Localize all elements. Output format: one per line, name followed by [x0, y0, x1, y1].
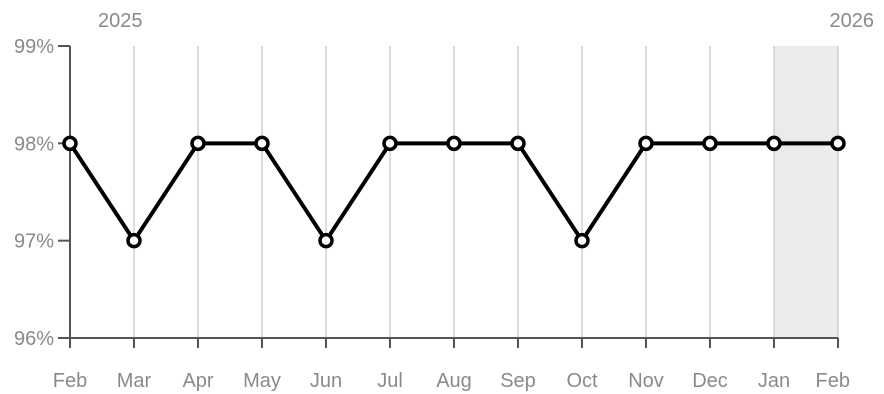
- y-tick-label: 99%: [14, 36, 54, 58]
- data-point: [638, 135, 654, 152]
- x-tick-label: Aug: [436, 370, 472, 392]
- x-tick-label: Apr: [182, 370, 213, 392]
- data-point: [126, 232, 142, 249]
- x-tick-label: Jan: [758, 370, 790, 392]
- x-tick-label: Feb: [53, 370, 87, 392]
- x-tick-label: Jun: [310, 370, 342, 392]
- y-tick-label: 98%: [14, 133, 54, 155]
- year-label: 2026: [830, 10, 875, 32]
- x-tick-label: Sep: [500, 370, 536, 392]
- x-tick-label: Feb: [816, 370, 850, 392]
- data-point: [574, 232, 590, 249]
- data-point: [62, 135, 78, 152]
- data-point: [830, 135, 846, 152]
- data-point: [190, 135, 206, 152]
- y-tick-label: 96%: [14, 328, 54, 350]
- data-point: [766, 135, 782, 152]
- x-tick-label: Mar: [117, 370, 152, 392]
- x-tick-label: May: [243, 370, 281, 392]
- data-point: [446, 135, 462, 152]
- data-point: [382, 135, 398, 152]
- year-label: 2025: [98, 10, 143, 32]
- y-tick-label: 97%: [14, 231, 54, 253]
- data-point: [510, 135, 526, 152]
- shaded-period: [774, 46, 838, 338]
- x-tick-label: Oct: [566, 370, 598, 392]
- data-point: [318, 232, 334, 249]
- x-tick-label: Jul: [377, 370, 403, 392]
- data-point: [702, 135, 718, 152]
- data-point: [254, 135, 270, 152]
- x-tick-label: Nov: [628, 370, 664, 392]
- x-tick-label: Dec: [692, 370, 728, 392]
